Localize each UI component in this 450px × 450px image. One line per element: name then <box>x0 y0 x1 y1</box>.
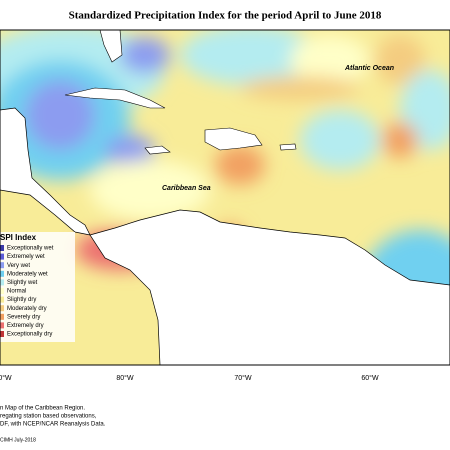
legend-title: SPI Index <box>0 233 37 242</box>
legend-label: Slightly dry <box>7 297 36 303</box>
legend-swatch <box>0 262 4 269</box>
footer-line: n Map of the Caribbean Region. <box>0 406 85 412</box>
jamaica <box>144 145 171 155</box>
legend-swatch <box>0 313 4 320</box>
title: Standardized Precipitation Index for the… <box>69 10 382 22</box>
cuba <box>64 87 166 109</box>
legend-label: Slightly wet <box>7 280 38 286</box>
legend-swatch <box>0 305 4 312</box>
legend-label: Normal <box>7 289 26 295</box>
south-america <box>89 209 450 365</box>
ocean-label: Atlantic Ocean <box>344 65 394 72</box>
legend-label: Severely dry <box>7 314 40 320</box>
legend-swatch <box>0 331 4 337</box>
footer-line: CIMH July-2018 <box>0 437 36 443</box>
legend-swatch <box>0 270 4 277</box>
longitude-label: 60°W <box>361 374 379 382</box>
legend-label: Extremely wet <box>7 254 45 260</box>
central-america <box>0 107 91 236</box>
map-frame <box>0 29 450 366</box>
legend-label: Moderately dry <box>7 306 47 312</box>
legend: Exceptionally wet Extremely wet Very wet Mo… <box>0 245 54 338</box>
footer-line: regating station based observations, <box>0 414 97 420</box>
legend-swatch <box>0 253 4 260</box>
legend-label: Exceptionally wet <box>7 246 54 252</box>
sea-label: Caribbean Sea <box>162 185 211 192</box>
footer-line: DF, with NCEP/NCAR Reanalysis Data. <box>0 422 106 428</box>
legend-swatch <box>0 279 4 286</box>
longitude-labels: 0°W 80°W 70°W 60°W <box>0 374 379 382</box>
footer: n Map of the Caribbean Region. regating s… <box>0 406 106 444</box>
florida <box>99 30 123 63</box>
longitude-label: 80°W <box>116 374 134 382</box>
legend-swatch <box>0 245 4 251</box>
legend-label: Exceptionally dry <box>7 332 52 338</box>
legend-label: Extremely dry <box>7 323 44 329</box>
hispaniola <box>204 127 263 151</box>
longitude-label: 0°W <box>0 374 12 382</box>
legend-swatch <box>0 322 4 329</box>
legend-box <box>0 232 75 342</box>
legend-swatch <box>0 296 4 303</box>
legend-label: Moderately wet <box>7 271 48 277</box>
longitude-label: 70°W <box>234 374 252 382</box>
legend-swatch <box>0 288 4 294</box>
legend-label: Very wet <box>7 263 30 269</box>
map: SPI Index Exceptionally wet Extremely wet… <box>0 30 450 365</box>
puerto-rico <box>279 143 297 151</box>
